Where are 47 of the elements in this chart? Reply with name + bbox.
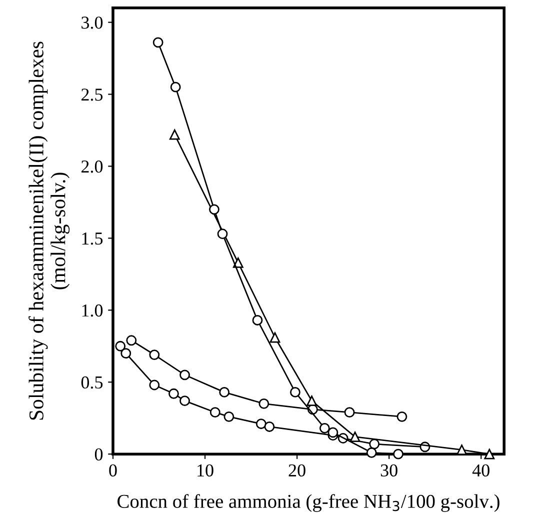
- y-tick-label: 1.5: [82, 232, 103, 245]
- y-tick-label: 3.0: [82, 16, 103, 29]
- point: [217, 228, 228, 240]
- point: [232, 257, 244, 268]
- point: [219, 386, 230, 398]
- point: [396, 411, 408, 422]
- point: [319, 422, 330, 434]
- point: [168, 388, 179, 399]
- point: [224, 411, 234, 422]
- point: [180, 396, 190, 406]
- x-tick-label: 0: [109, 464, 117, 477]
- point: [456, 444, 467, 455]
- point: [270, 332, 280, 343]
- point: [290, 386, 300, 398]
- point: [328, 427, 338, 438]
- point: [258, 398, 270, 409]
- y-axis-title: Solubility of hexaamminenikel(II) complexes (mol/kg-solv.): [28, 42, 70, 420]
- point: [180, 370, 190, 380]
- x-axis-title: Concn of free ammonia (g-free NH$_{3}$/100 g-solv.): [118, 494, 500, 512]
- y-tick-label: 0: [94, 448, 103, 461]
- point: [152, 37, 164, 48]
- point: [169, 129, 180, 140]
- y-tick-label: 2.5: [81, 88, 103, 101]
- point: [210, 407, 220, 418]
- point: [149, 380, 160, 390]
- point: [484, 448, 495, 460]
- x-tick-label: 30: [380, 464, 398, 477]
- y-tick-label: 1.0: [82, 304, 103, 317]
- point: [366, 447, 377, 458]
- point: [350, 432, 360, 442]
- x-tick-label: 10: [198, 464, 214, 477]
- y-tick-label: 0.5: [81, 376, 103, 389]
- x-tick-label: 40: [472, 464, 490, 477]
- y-tick-label: 2.0: [81, 160, 103, 173]
- point: [393, 448, 404, 460]
- point: [344, 407, 355, 418]
- x-tick-label: 20: [288, 464, 306, 477]
- point: [264, 422, 275, 432]
- point: [252, 315, 263, 326]
- point: [209, 204, 220, 215]
- point: [115, 340, 126, 352]
- point: [170, 82, 181, 92]
- point: [120, 348, 132, 359]
- point: [126, 335, 137, 346]
- point: [306, 396, 317, 406]
- point: [149, 350, 160, 360]
- point: [256, 418, 266, 430]
